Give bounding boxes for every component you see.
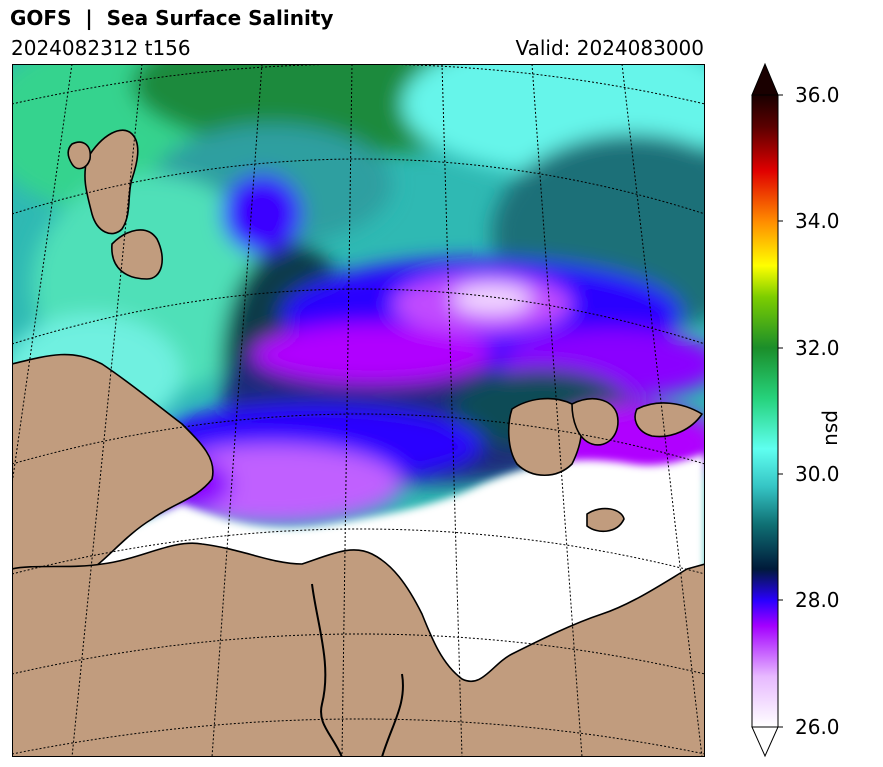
colorbar-tick-34: 34.0: [795, 209, 840, 233]
landmasses: [12, 129, 705, 757]
colorbar-ramp: [751, 94, 779, 728]
run-time-label: 2024082312 t156: [11, 36, 191, 60]
colorbar-tick-28: 28.0: [795, 588, 840, 612]
island-north-3: [67, 141, 92, 170]
land-south: [12, 542, 705, 757]
island-east-2: [571, 398, 619, 446]
salinity-map: [12, 64, 705, 757]
colorbar-extend-min: [751, 726, 779, 758]
island-east-4: [586, 507, 625, 533]
rivers: [311, 583, 404, 757]
colorbar-tick-36: 36.0: [795, 83, 840, 107]
colorbar-tick-marks: [778, 94, 783, 728]
island-north-2: [111, 229, 163, 280]
graticule: [12, 64, 705, 757]
colorbar-tick-32: 32.0: [795, 336, 840, 360]
valid-time-label: Valid: 2024083000: [515, 36, 704, 60]
colorbar-tick-26: 26.0: [795, 715, 840, 739]
map-frame: [12, 64, 705, 757]
map-title: GOFS | Sea Surface Salinity: [10, 6, 334, 30]
colorbar-extend-max: [751, 62, 779, 96]
colorbar-tick-30: 30.0: [795, 462, 840, 486]
salinity-field: [12, 64, 705, 524]
island-east-1: [507, 397, 583, 476]
colorbar: [740, 60, 800, 760]
island-north-1: [84, 129, 139, 235]
colorbar-graphic: [751, 62, 783, 758]
island-east-3: [634, 402, 703, 438]
colorbar-unit-label: psu: [821, 410, 845, 446]
map-canvas: [12, 64, 705, 757]
